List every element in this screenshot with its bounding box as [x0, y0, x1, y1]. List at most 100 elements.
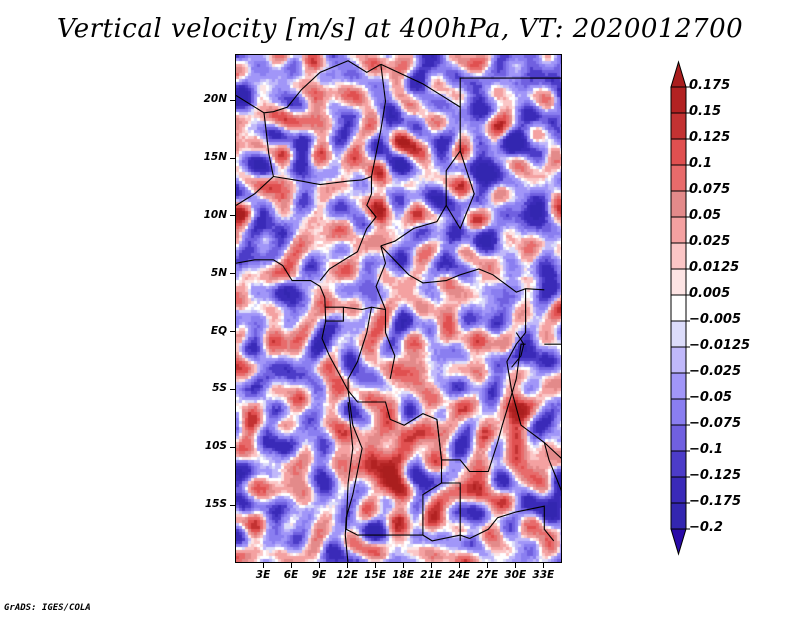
colorbar-box [670, 190, 687, 218]
country-border [236, 60, 382, 114]
grads-credit: GrADS: IGES/COLA [4, 603, 91, 613]
lat-tick-label: 15S [204, 498, 227, 511]
country-border [380, 63, 461, 247]
country-border [506, 288, 561, 459]
colorbar-box [670, 424, 687, 452]
colorbar-box [670, 346, 687, 374]
plot-title: Vertical velocity [m/s] at 400hPa, VT: 2… [56, 14, 744, 44]
lat-tick [230, 273, 235, 275]
colorbar-box [670, 450, 687, 478]
lon-tick [514, 563, 516, 568]
country-border [324, 307, 344, 322]
colorbar-label: −0.025 [689, 364, 742, 379]
colorbar-bottom-arrow [670, 528, 687, 556]
colorbar-label: −0.1 [689, 442, 723, 457]
colorbar-label: −0.2 [689, 520, 723, 535]
lon-tick [402, 563, 404, 568]
colorbar-label: −0.075 [689, 416, 742, 431]
country-border [347, 307, 373, 391]
lon-tick [262, 563, 264, 568]
country-border [319, 176, 377, 281]
colorbar-box [670, 86, 687, 114]
lon-tick-label: 27E [476, 569, 499, 581]
country-border [347, 390, 503, 473]
lat-tick-label: 10N [203, 208, 227, 221]
colorbar-label: −0.125 [689, 468, 742, 483]
colorbar-box [670, 112, 687, 140]
colorbar-box [670, 216, 687, 244]
country-border [273, 64, 387, 186]
lon-tick-label: 24E [448, 569, 471, 581]
country-border [445, 150, 475, 230]
lat-tick [230, 99, 235, 101]
country-borders [236, 60, 561, 562]
colorbar-box [670, 502, 687, 530]
country-border [459, 77, 561, 108]
colorbar-label: 0.125 [689, 130, 731, 145]
lat-tick-label: 15N [203, 151, 227, 164]
lon-tick [374, 563, 376, 568]
lat-tick [230, 388, 235, 390]
coastline [236, 259, 363, 562]
lat-tick-label: 20N [203, 93, 227, 106]
country-border [380, 245, 545, 293]
colorbar-box [670, 398, 687, 426]
colorbar-label: 0.15 [689, 104, 722, 119]
colorbar [670, 60, 690, 556]
lon-tick [542, 563, 544, 568]
lon-tick [458, 563, 460, 568]
colorbar-box [670, 138, 687, 166]
lon-tick [318, 563, 320, 568]
colorbar-label: −0.0125 [689, 338, 751, 353]
colorbar-label: 0.005 [689, 286, 731, 301]
lon-tick [346, 563, 348, 568]
lon-tick-label: 9E [311, 569, 327, 581]
colorbar-box [670, 320, 687, 348]
vertical-velocity-field [236, 55, 561, 562]
colorbar-box [670, 476, 687, 504]
map-panel [235, 54, 562, 563]
colorbar-box [670, 372, 687, 400]
country-border [422, 419, 443, 536]
lon-tick [486, 563, 488, 568]
country-border [441, 482, 461, 541]
lon-tick [430, 563, 432, 568]
colorbar-label: 0.1 [689, 156, 713, 171]
lat-tick [230, 446, 235, 448]
country-border [236, 112, 275, 206]
lat-tick-label: EQ [210, 324, 227, 337]
country-border [501, 343, 526, 426]
lon-tick-label: 3E [255, 569, 271, 581]
lat-tick-label: 10S [204, 440, 227, 453]
lat-tick-label: 5S [212, 382, 227, 395]
colorbar-label: 0.075 [689, 182, 731, 197]
colorbar-box [670, 294, 687, 322]
country-border [469, 505, 555, 542]
colorbar-label: 0.0125 [689, 260, 740, 275]
colorbar-box [670, 164, 687, 192]
lat-tick-label: 5N [210, 266, 227, 279]
colorbar-top-arrow [670, 60, 687, 88]
lon-tick-label: 30E [504, 569, 527, 581]
lat-tick [230, 331, 235, 333]
colorbar-box [670, 242, 687, 270]
country-border [324, 306, 386, 311]
colorbar-label: −0.005 [689, 312, 742, 327]
lon-tick-label: 15E [364, 569, 387, 581]
lon-tick-label: 6E [283, 569, 299, 581]
colorbar-label: 0.175 [689, 78, 731, 93]
country-border [543, 442, 561, 492]
lat-tick [230, 504, 235, 506]
lon-tick-label: 12E [336, 569, 358, 581]
colorbar-box [670, 268, 687, 296]
colorbar-label: −0.05 [689, 390, 732, 405]
lat-tick [230, 157, 235, 159]
colorbar-label: −0.175 [689, 494, 742, 509]
lon-tick [290, 563, 292, 568]
country-border [511, 332, 525, 368]
colorbar-label: 0.05 [689, 208, 722, 223]
colorbar-label: 0.025 [689, 234, 731, 249]
lon-tick-label: 33E [532, 569, 555, 581]
country-border [345, 401, 470, 542]
country-border [375, 245, 396, 380]
